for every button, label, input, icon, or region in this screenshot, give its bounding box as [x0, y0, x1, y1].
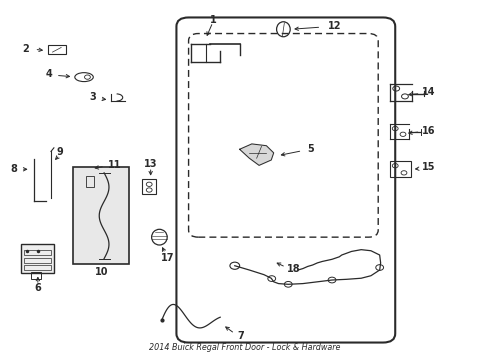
Text: 12: 12	[327, 21, 341, 31]
Text: 3: 3	[89, 92, 96, 102]
Text: 2014 Buick Regal Front Door - Lock & Hardware: 2014 Buick Regal Front Door - Lock & Har…	[148, 343, 340, 352]
Text: 11: 11	[107, 159, 121, 170]
Text: 2: 2	[22, 44, 29, 54]
Bar	[24, 249, 51, 255]
Text: 9: 9	[56, 147, 63, 157]
Text: 16: 16	[421, 126, 434, 136]
Bar	[142, 179, 156, 194]
Bar	[85, 176, 94, 187]
Text: 14: 14	[421, 87, 434, 98]
Bar	[389, 161, 410, 177]
Bar	[24, 265, 51, 270]
Text: 17: 17	[161, 253, 175, 263]
Text: 1: 1	[209, 15, 216, 25]
Bar	[24, 257, 51, 262]
Text: 6: 6	[35, 283, 41, 293]
Text: 4: 4	[45, 69, 52, 79]
Text: 18: 18	[286, 264, 300, 274]
Bar	[21, 244, 54, 273]
Polygon shape	[239, 144, 273, 165]
Text: 13: 13	[143, 159, 157, 169]
Text: 8: 8	[10, 164, 17, 174]
Text: 5: 5	[306, 144, 313, 154]
Bar	[30, 272, 41, 279]
Bar	[73, 167, 129, 264]
Bar	[47, 45, 66, 54]
Text: 7: 7	[237, 332, 244, 342]
Text: 15: 15	[421, 162, 434, 172]
Text: 10: 10	[94, 267, 108, 277]
